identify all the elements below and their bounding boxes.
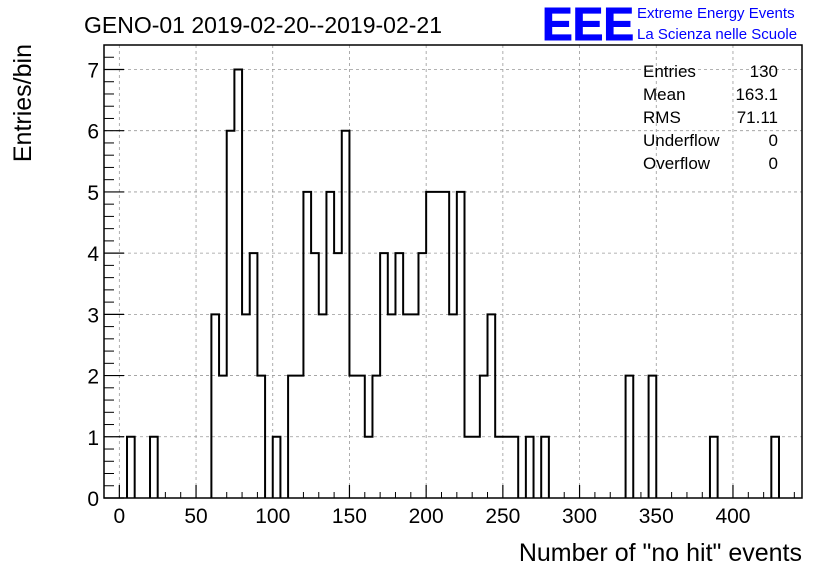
histogram-bin <box>511 437 519 498</box>
histogram-bin <box>150 437 158 498</box>
stat-label: RMS <box>643 108 681 127</box>
stat-value: 163.1 <box>735 85 778 104</box>
histogram-bin <box>273 437 281 498</box>
x-tick-label: 350 <box>639 505 674 528</box>
logo-line1: Extreme Energy Events <box>637 5 795 22</box>
histogram-bin <box>541 437 549 498</box>
stat-value: 0 <box>769 131 778 150</box>
histogram-bin <box>326 192 334 498</box>
logo-line2: La Scienza nelle Scuole <box>637 26 797 43</box>
histogram-bin <box>234 69 242 498</box>
y-axis: 0 1 2 3 4 5 6 7 <box>87 44 124 511</box>
y-tick-label: 7 <box>87 59 99 82</box>
x-tick-label: 300 <box>562 505 597 528</box>
x-tick-label: 150 <box>332 505 367 528</box>
x-tick-label: 400 <box>715 505 750 528</box>
y-tick-label: 2 <box>87 366 99 389</box>
logo-letters: EEE <box>542 0 634 50</box>
stat-value: 130 <box>750 62 778 81</box>
plot-frame <box>103 44 803 499</box>
y-tick-label: 6 <box>87 121 99 144</box>
y-tick-label: 0 <box>87 488 99 511</box>
histogram-bin <box>303 192 311 498</box>
x-tick-label: 200 <box>409 505 444 528</box>
x-tick-label: 50 <box>184 505 207 528</box>
histogram-bin <box>388 314 396 498</box>
chart-title: GENO-01 2019-02-20--2019-02-21 <box>84 12 442 38</box>
x-tick-label: 100 <box>255 505 290 528</box>
histogram-bin <box>465 437 473 498</box>
y-axis-title: Entries/bin <box>9 44 37 162</box>
histogram-bin <box>457 192 465 498</box>
y-tick-label: 1 <box>87 427 99 450</box>
x-axis-title: Number of "no hit" events <box>519 539 802 567</box>
histogram-bin <box>319 314 327 498</box>
stat-label: Underflow <box>643 131 720 150</box>
y-tick-label: 5 <box>87 182 99 205</box>
histogram-bin <box>242 314 250 498</box>
histogram-bin <box>441 192 449 498</box>
stat-value: 0 <box>769 154 778 173</box>
histogram-bin <box>411 314 419 498</box>
x-tick-label: 250 <box>485 505 520 528</box>
y-tick-label: 3 <box>87 304 99 327</box>
histogram-bin <box>449 314 457 498</box>
histogram-bin <box>472 437 480 498</box>
histogram-bin <box>495 437 503 498</box>
histogram-bin <box>211 314 219 498</box>
histogram-bin <box>710 437 718 498</box>
histogram-bin <box>434 192 442 498</box>
stat-label: Mean <box>643 85 686 104</box>
histogram-bin <box>127 437 135 498</box>
histogram-bin <box>403 314 411 498</box>
histogram-bin <box>526 437 534 498</box>
histogram-bin <box>365 437 373 498</box>
y-tick-label: 4 <box>87 243 99 266</box>
histogram-bin <box>488 314 496 498</box>
x-tick-label: 0 <box>113 505 125 528</box>
histogram-outline <box>126 68 780 498</box>
stat-label: Overflow <box>643 154 711 173</box>
histogram-bin <box>771 437 779 498</box>
stat-value: 71.11 <box>737 108 778 127</box>
grid-lines <box>104 45 802 499</box>
stat-label: Entries <box>643 62 696 81</box>
stats-box: Entries 130 Mean 163.1 RMS 71.11 Underflow 0 Ove… <box>643 62 778 173</box>
x-axis: 0 50 100 150 200 250 300 350 400 <box>103 485 795 528</box>
histogram-bin <box>426 192 434 498</box>
histogram-bin <box>503 437 511 498</box>
eee-logo: EEE Extreme Energy Events La Scienza nel… <box>542 0 798 51</box>
